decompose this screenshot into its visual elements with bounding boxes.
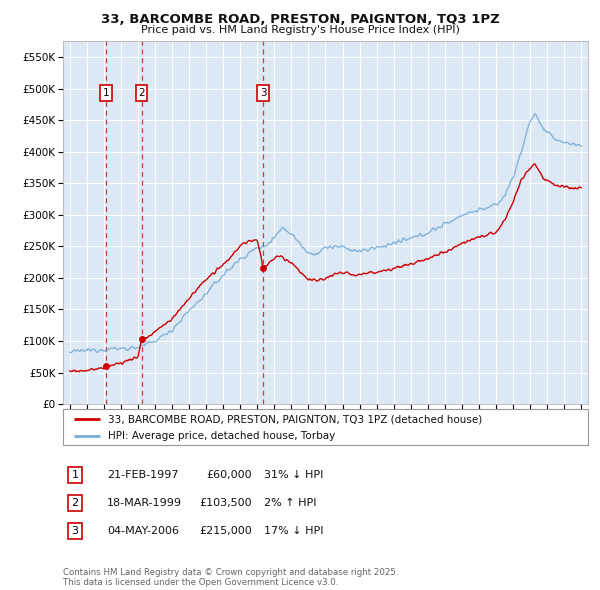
Text: £60,000: £60,000 (206, 470, 252, 480)
Text: 1: 1 (103, 88, 109, 98)
Text: 1: 1 (71, 470, 79, 480)
Text: £215,000: £215,000 (199, 526, 252, 536)
Text: HPI: Average price, detached house, Torbay: HPI: Average price, detached house, Torb… (107, 431, 335, 441)
Text: 3: 3 (71, 526, 79, 536)
Text: 3: 3 (260, 88, 266, 98)
Text: 31% ↓ HPI: 31% ↓ HPI (264, 470, 323, 480)
Text: 21-FEB-1997: 21-FEB-1997 (107, 470, 178, 480)
Text: 18-MAR-1999: 18-MAR-1999 (107, 498, 182, 507)
Text: 2: 2 (71, 498, 79, 507)
Text: 2% ↑ HPI: 2% ↑ HPI (264, 498, 317, 507)
Text: 33, BARCOMBE ROAD, PRESTON, PAIGNTON, TQ3 1PZ (detached house): 33, BARCOMBE ROAD, PRESTON, PAIGNTON, TQ… (107, 414, 482, 424)
Text: 2: 2 (138, 88, 145, 98)
Text: 33, BARCOMBE ROAD, PRESTON, PAIGNTON, TQ3 1PZ: 33, BARCOMBE ROAD, PRESTON, PAIGNTON, TQ… (101, 13, 499, 26)
Text: Price paid vs. HM Land Registry's House Price Index (HPI): Price paid vs. HM Land Registry's House … (140, 25, 460, 35)
Text: £103,500: £103,500 (199, 498, 252, 507)
Text: 17% ↓ HPI: 17% ↓ HPI (264, 526, 323, 536)
Text: 04-MAY-2006: 04-MAY-2006 (107, 526, 179, 536)
Text: Contains HM Land Registry data © Crown copyright and database right 2025.
This d: Contains HM Land Registry data © Crown c… (63, 568, 398, 587)
